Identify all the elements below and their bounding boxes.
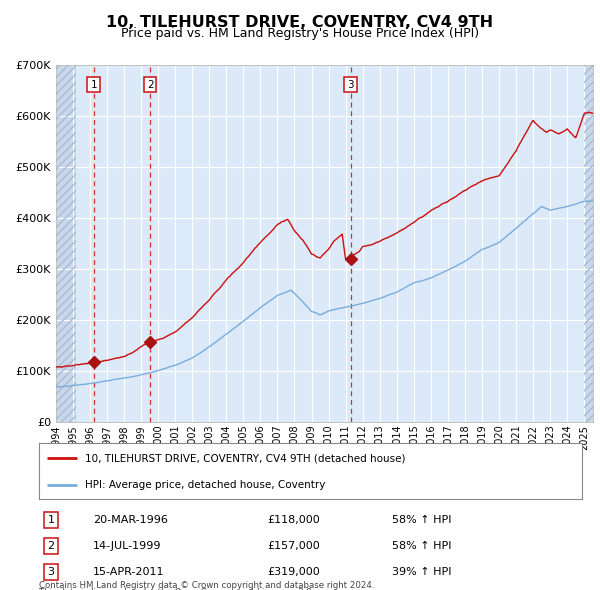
Text: 58% ↑ HPI: 58% ↑ HPI	[392, 541, 451, 551]
Text: 58% ↑ HPI: 58% ↑ HPI	[392, 515, 451, 525]
Text: HPI: Average price, detached house, Coventry: HPI: Average price, detached house, Cove…	[85, 480, 326, 490]
Text: 15-APR-2011: 15-APR-2011	[94, 566, 165, 576]
Text: 3: 3	[347, 80, 354, 90]
Text: 3: 3	[47, 566, 55, 576]
Text: 39% ↑ HPI: 39% ↑ HPI	[392, 566, 451, 576]
Text: 1: 1	[47, 515, 55, 525]
Text: 14-JUL-1999: 14-JUL-1999	[94, 541, 162, 551]
Bar	[56, 65, 76, 422]
Bar	[584, 65, 593, 422]
Text: 2: 2	[147, 80, 154, 90]
Text: 1: 1	[91, 80, 97, 90]
Text: 10, TILEHURST DRIVE, COVENTRY, CV4 9TH (detached house): 10, TILEHURST DRIVE, COVENTRY, CV4 9TH (…	[85, 453, 406, 463]
Bar	[584, 65, 593, 422]
Text: Price paid vs. HM Land Registry's House Price Index (HPI): Price paid vs. HM Land Registry's House …	[121, 27, 479, 40]
Text: £319,000: £319,000	[267, 566, 320, 576]
Text: £157,000: £157,000	[267, 541, 320, 551]
Text: This data is licensed under the Open Government Licence v3.0.: This data is licensed under the Open Gov…	[39, 588, 314, 590]
Text: £118,000: £118,000	[267, 515, 320, 525]
Text: 2: 2	[47, 541, 55, 551]
Text: 20-MAR-1996: 20-MAR-1996	[94, 515, 168, 525]
Bar	[56, 65, 76, 422]
Text: Contains HM Land Registry data © Crown copyright and database right 2024.: Contains HM Land Registry data © Crown c…	[39, 581, 374, 590]
Text: 10, TILEHURST DRIVE, COVENTRY, CV4 9TH: 10, TILEHURST DRIVE, COVENTRY, CV4 9TH	[106, 15, 494, 30]
